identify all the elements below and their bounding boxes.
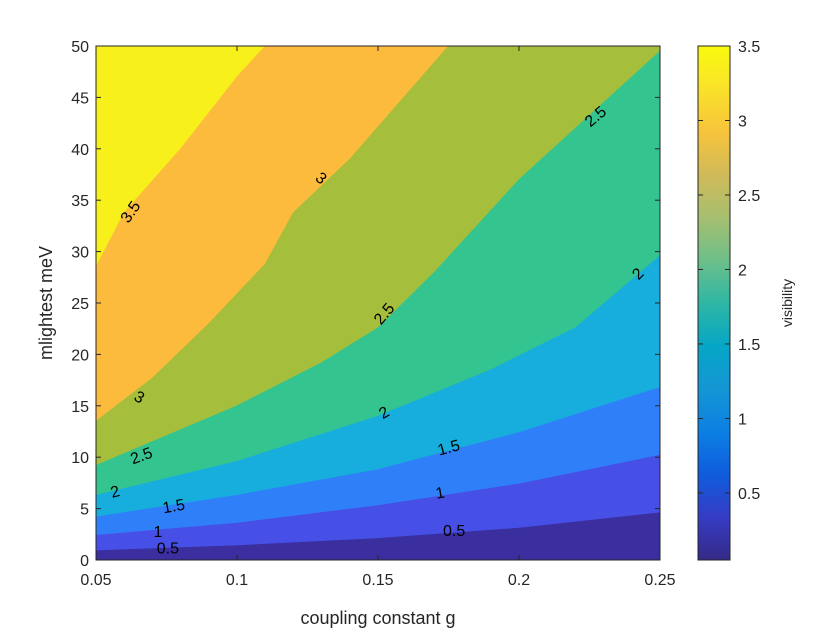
x-tick-label: 0.25	[644, 572, 675, 589]
x-tick-label: 0.15	[362, 572, 393, 589]
contour-label-0.5: 0.5	[443, 523, 465, 540]
colorbar-tick-label: 1	[738, 411, 747, 428]
contour-label-text: 2	[109, 483, 122, 502]
contour-label-1: 1	[154, 524, 163, 541]
contour-label-text: 1.5	[436, 437, 462, 459]
band-below-0.5	[96, 512, 660, 560]
y-tick-label: 10	[71, 450, 89, 467]
contour-label-text: 0.5	[443, 523, 465, 540]
y-axis-label: mlightest meV	[36, 246, 56, 360]
y-tick-label: 45	[71, 90, 89, 107]
contour-label-text: 1.5	[161, 497, 186, 518]
y-tick-label: 40	[71, 142, 89, 159]
x-tick-label: 0.1	[226, 572, 248, 589]
contour-label-2.5: 2.5	[128, 445, 155, 469]
contour-label-text: 1	[434, 485, 446, 503]
y-tick-label: 50	[71, 39, 89, 56]
contour-fill-bands	[96, 46, 660, 560]
contour-label-text: 0.5	[157, 541, 179, 558]
contour-label-1.5: 1.5	[161, 497, 186, 518]
colorbar-ticks: 0.5 1 1.5 2 2.5 3 3.5	[698, 39, 760, 503]
colorbar-tick-label: 2.5	[738, 188, 760, 205]
x-axis: 0.05 0.1 0.15 0.2 0.25	[80, 46, 676, 589]
y-tick-label: 30	[71, 245, 89, 262]
contour-label-1.5: 1.5	[436, 437, 462, 459]
contour-label-2: 2	[109, 483, 122, 502]
y-tick-label: 25	[71, 296, 89, 313]
contour-label-0.5: 0.5	[157, 541, 179, 558]
colorbar-tick-label: 2	[738, 262, 747, 279]
y-tick-label: 15	[71, 399, 89, 416]
y-tick-label: 5	[80, 502, 89, 519]
colorbar-label: visibility	[779, 279, 795, 327]
colorbar-tick-label: 3	[738, 113, 747, 130]
x-tick-label: 0.2	[508, 572, 530, 589]
x-axis-label: coupling constant g	[300, 608, 455, 628]
x-tick-label: 0.05	[80, 572, 111, 589]
y-tick-label: 35	[71, 193, 89, 210]
y-tick-label: 20	[71, 347, 89, 364]
colorbar-tick-label: 0.5	[738, 486, 760, 503]
colorbar	[697, 45, 731, 561]
contour-label-text: 2.5	[128, 445, 155, 469]
y-tick-label: 0	[80, 553, 89, 570]
colorbar-tick-label: 1.5	[738, 337, 760, 354]
contour-label-text: 1	[154, 524, 163, 541]
contour-label-1: 1	[434, 485, 446, 503]
colorbar-tick-label: 3.5	[738, 39, 760, 56]
y-axis: 0 5 10 15 20 25 30 35 40 45 50	[71, 39, 660, 570]
